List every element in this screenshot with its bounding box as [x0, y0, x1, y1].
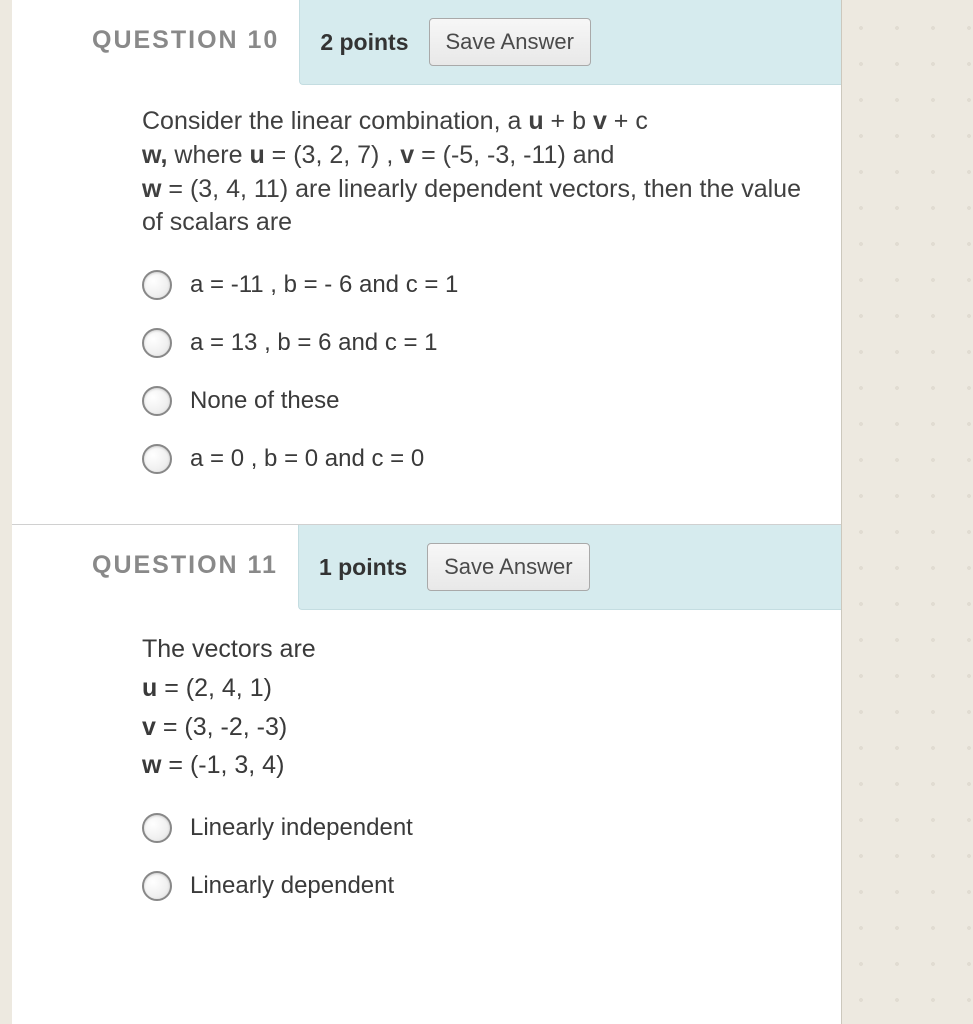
stem-text: + b — [544, 107, 593, 135]
question-10-points: 2 points — [320, 29, 408, 56]
questions-panel: QUESTION 10 2 points Save Answer Conside… — [12, 0, 842, 1024]
vector-value: = (2, 4, 1) — [157, 674, 272, 702]
stem-text: + c — [607, 107, 648, 135]
question-10-body: Consider the linear combination, a u + b… — [12, 85, 841, 524]
radio-icon — [142, 871, 172, 901]
vector-v-line: v = (3, -2, -3) — [142, 708, 801, 747]
stem-bold: w — [142, 175, 161, 203]
stem-bold: v — [400, 141, 414, 169]
vector-value: = (3, -2, -3) — [156, 713, 287, 741]
stem-bold: w, — [142, 141, 167, 169]
radio-icon — [142, 328, 172, 358]
stem-text: = (3, 4, 11) are linearly dependent vect… — [142, 175, 801, 237]
question-10-options: a = -11 , b = - 6 and c = 1 a = 13 , b =… — [142, 270, 801, 474]
vector-label: u — [142, 674, 157, 702]
option-q11-1[interactable]: Linearly dependent — [142, 871, 801, 901]
vector-label: w — [142, 751, 161, 779]
stem-text: = (3, 2, 7) , — [265, 141, 400, 169]
stem-bold: u — [249, 141, 264, 169]
vector-value: = (-1, 3, 4) — [161, 751, 284, 779]
option-label: a = 13 , b = 6 and c = 1 — [190, 329, 438, 357]
question-11-body: The vectors are u = (2, 4, 1) v = (3, -2… — [12, 610, 841, 951]
radio-icon — [142, 386, 172, 416]
save-answer-button[interactable]: Save Answer — [429, 18, 591, 66]
radio-icon — [142, 813, 172, 843]
question-10-stem: Consider the linear combination, a u + b… — [142, 105, 801, 240]
question-10-header: QUESTION 10 2 points Save Answer — [12, 0, 841, 85]
stem-text: where — [167, 141, 249, 169]
question-11-header: QUESTION 11 1 points Save Answer — [12, 525, 841, 610]
stem-text: Consider the linear combination, a — [142, 107, 528, 135]
intro-line: The vectors are — [142, 630, 801, 669]
option-label: Linearly dependent — [190, 872, 394, 900]
question-10: QUESTION 10 2 points Save Answer Conside… — [12, 0, 841, 524]
vector-u-line: u = (2, 4, 1) — [142, 669, 801, 708]
option-q10-1[interactable]: a = 13 , b = 6 and c = 1 — [142, 328, 801, 358]
option-q10-3[interactable]: a = 0 , b = 0 and c = 0 — [142, 444, 801, 474]
option-q11-0[interactable]: Linearly independent — [142, 813, 801, 843]
option-label: a = 0 , b = 0 and c = 0 — [190, 445, 424, 473]
option-label: Linearly independent — [190, 814, 413, 842]
option-label: None of these — [190, 387, 339, 415]
background-pattern — [833, 0, 973, 1024]
stem-bold: u — [528, 107, 543, 135]
question-11-meta: 1 points Save Answer — [298, 525, 841, 610]
question-10-meta: 2 points Save Answer — [299, 0, 841, 85]
question-11-options: Linearly independent Linearly dependent — [142, 813, 801, 901]
save-answer-button[interactable]: Save Answer — [427, 543, 589, 591]
radio-icon — [142, 270, 172, 300]
radio-icon — [142, 444, 172, 474]
option-label: a = -11 , b = - 6 and c = 1 — [190, 271, 458, 299]
question-11: QUESTION 11 1 points Save Answer The vec… — [12, 524, 841, 951]
stem-text: = (-5, -3, -11) and — [414, 141, 614, 169]
question-11-stem: The vectors are u = (2, 4, 1) v = (3, -2… — [142, 630, 801, 785]
question-11-points: 1 points — [319, 554, 407, 581]
question-11-title: QUESTION 11 — [12, 525, 298, 610]
option-q10-0[interactable]: a = -11 , b = - 6 and c = 1 — [142, 270, 801, 300]
vector-w-line: w = (-1, 3, 4) — [142, 746, 801, 785]
question-10-title: QUESTION 10 — [12, 0, 299, 85]
vector-label: v — [142, 713, 156, 741]
stem-bold: v — [593, 107, 607, 135]
option-q10-2[interactable]: None of these — [142, 386, 801, 416]
